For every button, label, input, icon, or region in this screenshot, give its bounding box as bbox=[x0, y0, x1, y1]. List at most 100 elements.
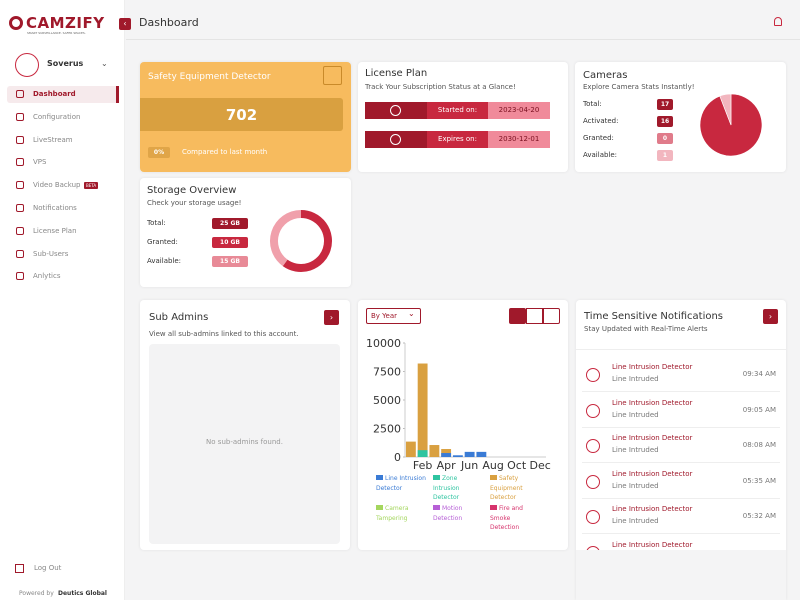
nav-icon bbox=[16, 181, 24, 190]
nav-item[interactable]: Configuration bbox=[7, 109, 119, 126]
y-tick-label: 10000 bbox=[366, 337, 401, 350]
notification-divider bbox=[582, 391, 780, 392]
view-columns[interactable] bbox=[526, 308, 543, 324]
brand-name: CAMZIFY bbox=[26, 14, 105, 32]
cross-icon bbox=[390, 134, 401, 145]
year-filter-label[interactable]: By Year bbox=[371, 312, 397, 320]
y-tick-label: 7500 bbox=[373, 366, 401, 379]
cameras-subtitle: Explore Camera Stats Instantly! bbox=[583, 83, 695, 91]
legend-swatch bbox=[376, 505, 383, 510]
chart-card: By Year ⌄ 0 2500 5000 7500 10000 Feb Apr Jun Aug… bbox=[358, 300, 568, 550]
bar bbox=[441, 453, 452, 457]
nav-icon bbox=[16, 249, 24, 258]
notifications-button[interactable]: › bbox=[763, 309, 778, 324]
start-date: 2023-04-20 bbox=[488, 102, 550, 119]
license-title: License Plan bbox=[365, 68, 428, 79]
notification-icon bbox=[586, 510, 600, 524]
x-tick-label: Aug bbox=[482, 459, 503, 472]
x-tick-label: Jun bbox=[460, 459, 478, 472]
safety-value: 702 bbox=[225, 106, 258, 124]
notification-icon bbox=[586, 368, 600, 382]
expire-date: 2030-12-01 bbox=[488, 131, 550, 148]
notification-detail: Line Intruded bbox=[612, 375, 659, 383]
nav-item[interactable]: Dashboard bbox=[7, 86, 119, 103]
notification-title[interactable]: Line Intrusion Detector bbox=[612, 540, 693, 549]
storage-stat-value: 10 GB bbox=[212, 237, 248, 248]
legend-label[interactable]: Line Intrusion Detector bbox=[376, 475, 426, 492]
cameras-title: Cameras bbox=[583, 70, 628, 81]
page-title: Dashboard bbox=[139, 16, 199, 29]
footer-prefix: Powered by bbox=[19, 590, 54, 597]
collapse-button[interactable]: ‹ bbox=[119, 18, 131, 30]
view-bar[interactable] bbox=[509, 308, 526, 324]
nav-item[interactable]: LiveStream bbox=[7, 132, 119, 149]
notification-divider bbox=[582, 497, 780, 499]
donut-segment bbox=[282, 210, 332, 272]
view-network[interactable] bbox=[543, 308, 560, 324]
nav-item[interactable]: VPS bbox=[7, 154, 119, 171]
storage-stat-label: Granted: bbox=[147, 238, 178, 246]
storage-title: Storage Overview bbox=[147, 185, 237, 196]
y-tick-label: 5000 bbox=[373, 394, 401, 407]
legend-label[interactable]: Safety Equipment Detector bbox=[490, 475, 523, 501]
user-chevron[interactable]: ⌄ bbox=[101, 59, 108, 68]
safety-icon[interactable] bbox=[323, 66, 342, 85]
bar bbox=[452, 455, 463, 457]
bell-icon[interactable] bbox=[774, 17, 782, 26]
year-filter[interactable] bbox=[366, 308, 421, 324]
notification-divider bbox=[582, 462, 780, 463]
storage-card: Storage Overview Check your storage usag… bbox=[140, 178, 351, 287]
storage-stat-label: Total: bbox=[147, 219, 166, 227]
nav-item[interactable]: License Plan bbox=[7, 223, 119, 240]
notification-detail: Line Intruded bbox=[612, 517, 659, 525]
notification-title[interactable]: Line Intrusion Detector bbox=[612, 434, 693, 442]
nav-item[interactable]: Anlytics bbox=[7, 268, 119, 285]
nav-icon bbox=[16, 226, 24, 235]
bar bbox=[405, 441, 416, 457]
storage-donut bbox=[270, 210, 332, 272]
bar bbox=[476, 451, 487, 457]
notification-title[interactable]: Line Intrusion Detector bbox=[612, 398, 693, 407]
cameras-card: Cameras Explore Camera Stats Instantly! … bbox=[575, 62, 786, 172]
nav-item[interactable]: Video Backup bbox=[7, 177, 119, 194]
start-label: Started on: bbox=[427, 102, 488, 119]
y-tick-label: 0 bbox=[394, 451, 401, 464]
notification-icon bbox=[586, 403, 600, 418]
safety-band bbox=[140, 98, 343, 131]
x-tick-label: Dec bbox=[529, 459, 550, 472]
legend-label[interactable]: Motion Detection bbox=[433, 505, 463, 522]
camera-stat-value: 17 bbox=[657, 99, 673, 110]
nav-icon bbox=[16, 158, 24, 167]
camera-stat-value: 1 bbox=[657, 150, 673, 161]
bar bbox=[429, 445, 440, 457]
logout[interactable]: Log Out bbox=[34, 564, 62, 572]
legend-label[interactable]: Camera Tampering bbox=[376, 505, 409, 522]
notification-title[interactable]: Line Intrusion Detector bbox=[612, 505, 693, 513]
notifications-divider bbox=[576, 349, 786, 350]
notification-detail: Line Intruded bbox=[612, 446, 659, 454]
user-name[interactable]: Soverus bbox=[47, 59, 84, 68]
nav-icon bbox=[16, 272, 24, 281]
check-icon bbox=[390, 105, 401, 116]
bar bbox=[417, 363, 428, 457]
nav-icon bbox=[16, 112, 24, 121]
filter-chevron: ⌄ bbox=[408, 309, 415, 318]
storage-stat-value: 25 GB bbox=[212, 218, 248, 229]
notification-icon bbox=[586, 439, 600, 453]
camera-pie bbox=[699, 93, 763, 157]
nav-item[interactable]: Sub-Users bbox=[7, 246, 119, 263]
notification-detail: Line Intruded bbox=[612, 481, 659, 490]
legend-label[interactable]: Fire and Smoke Detection bbox=[490, 505, 523, 531]
nav-icon bbox=[16, 204, 24, 212]
camera-stat-label: Granted: bbox=[583, 134, 614, 142]
notification-time: 09:34 AM bbox=[742, 370, 776, 378]
sub-admins-button[interactable]: › bbox=[324, 310, 339, 325]
notification-title[interactable]: Line Intrusion Detector bbox=[612, 363, 693, 371]
legend-label[interactable]: Zone Intrusion Detector bbox=[433, 475, 460, 501]
x-tick-label: Apr bbox=[437, 459, 457, 472]
notification-detail: Line Intruded bbox=[612, 410, 659, 419]
legend-swatch bbox=[433, 505, 440, 510]
nav-item[interactable]: Notifications bbox=[7, 200, 119, 217]
notification-title[interactable]: Line Intrusion Detector bbox=[612, 469, 693, 478]
